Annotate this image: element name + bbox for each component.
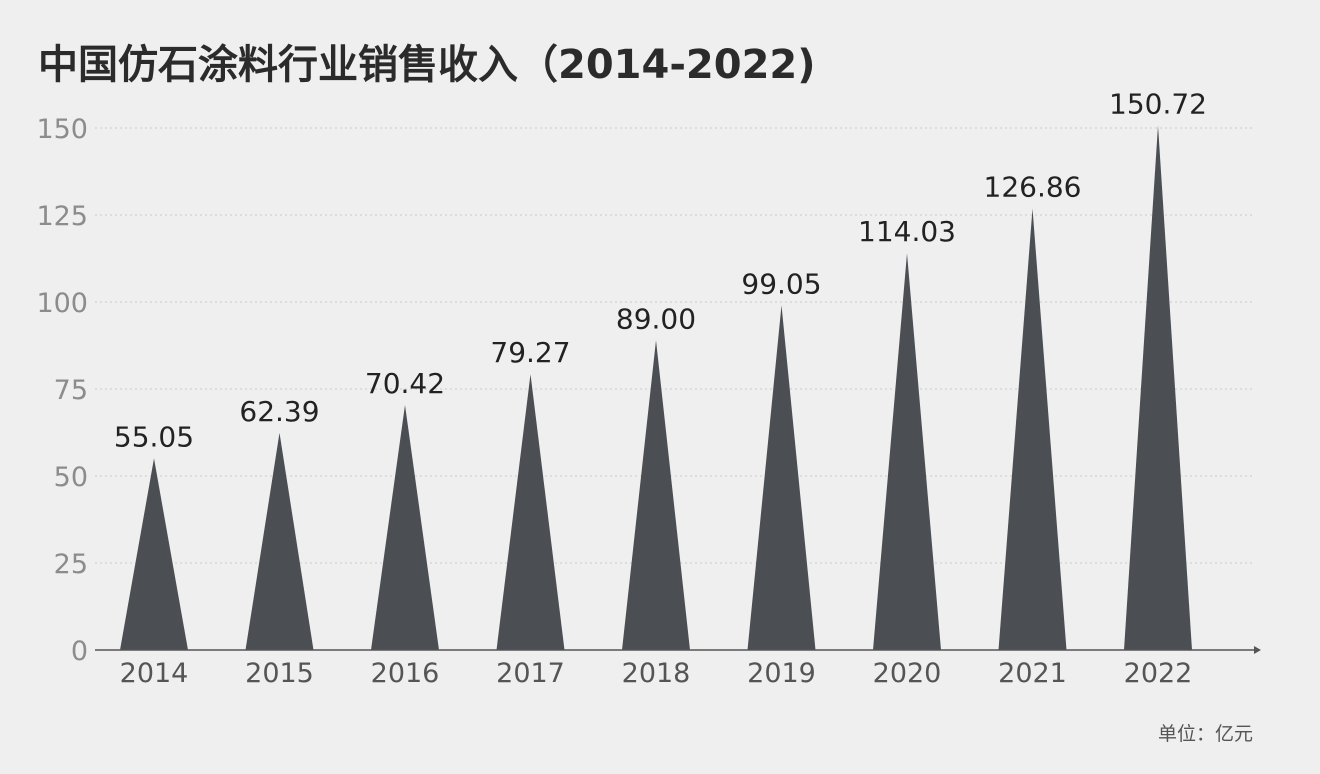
data-labels: 55.05 62.39 70.42 79.27 89.00 99.05 114.03 126.… (114, 87, 1207, 453)
chart-title: 中国仿石涂料行业销售收入（2014-2022) (38, 42, 816, 88)
y-tick-label: 50 (54, 462, 88, 493)
bar (371, 404, 439, 650)
y-tick-label: 25 (54, 549, 88, 580)
unit-label: 单位：亿元 (1158, 723, 1253, 745)
y-tick-label: 0 (71, 636, 88, 667)
x-tick-label: 2018 (622, 658, 691, 689)
bar (873, 253, 941, 650)
bar (496, 374, 565, 650)
x-tick-label: 2022 (1124, 658, 1193, 689)
bar (245, 432, 314, 650)
data-label: 114.03 (858, 215, 956, 248)
bars (120, 125, 1192, 651)
data-label: 89.00 (616, 302, 696, 335)
bar (120, 458, 188, 650)
x-tick-label: 2019 (747, 658, 816, 689)
x-axis-arrow-icon (1254, 646, 1261, 654)
bar (747, 305, 816, 650)
data-label: 126.86 (984, 171, 1082, 204)
x-tick-label: 2017 (496, 658, 565, 689)
bar (1124, 125, 1192, 651)
x-tick-label: 2015 (245, 658, 314, 689)
data-label: 62.39 (239, 395, 319, 428)
x-tick-label: 2016 (371, 658, 440, 689)
y-tick-label: 75 (54, 375, 88, 406)
data-label: 55.05 (114, 420, 194, 453)
x-tick-label: 2020 (873, 658, 942, 689)
data-label: 70.42 (365, 367, 445, 400)
gridlines (95, 127, 1255, 564)
y-tick-label: 100 (36, 288, 88, 319)
x-tick-label: 2021 (998, 658, 1067, 689)
data-label: 79.27 (490, 336, 570, 369)
data-label: 99.05 (741, 267, 821, 300)
y-tick-label: 125 (36, 201, 88, 232)
y-tick-label: 150 (36, 114, 88, 145)
y-axis-ticks: 0 25 50 75 100 125 150 (36, 114, 88, 667)
data-label: 150.72 (1109, 87, 1207, 120)
x-axis-ticks: 2014 2015 2016 2017 2018 2019 2020 2021 2022 (120, 658, 1193, 689)
x-tick-label: 2014 (120, 658, 189, 689)
bar (998, 208, 1067, 650)
bar (622, 340, 690, 650)
